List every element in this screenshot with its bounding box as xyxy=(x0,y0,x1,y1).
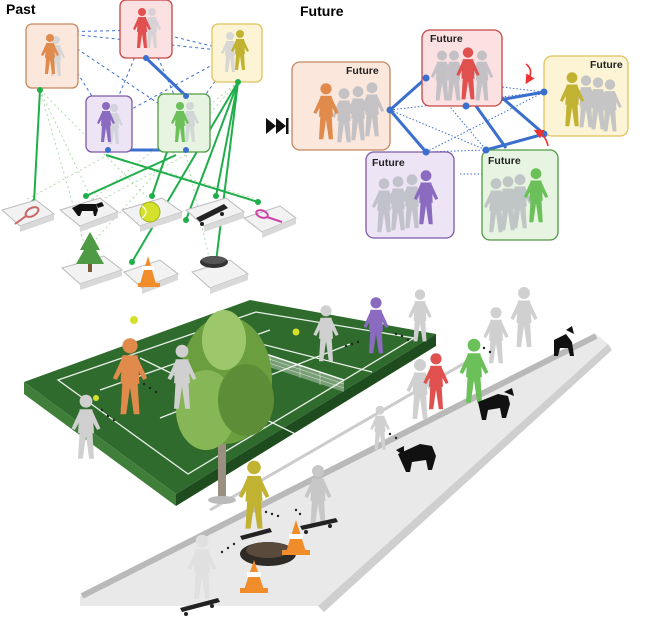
past-person-red xyxy=(119,0,173,59)
skateboard-1 xyxy=(300,518,338,534)
future-person-green: Future xyxy=(481,149,559,241)
past-object-links xyxy=(33,81,259,263)
future-person-purple: Future xyxy=(365,151,455,239)
past-person-orange xyxy=(25,23,79,89)
object-dog xyxy=(58,197,120,232)
object-manhole-cover xyxy=(191,256,250,294)
future-panel: Future Future xyxy=(291,3,629,241)
future-label: Future xyxy=(300,3,344,19)
fast-forward-icon xyxy=(266,118,289,134)
object-tennis-racket-1 xyxy=(0,199,56,232)
dog-1 xyxy=(554,326,574,356)
skateboard-3 xyxy=(240,528,272,540)
future-tag-green: Future xyxy=(488,155,521,167)
trajectory-dots xyxy=(100,332,492,554)
future-person-red: Future xyxy=(421,29,503,107)
traffic-cone-2 xyxy=(240,560,268,593)
future-person-olive: Future xyxy=(543,55,629,137)
traffic-cone-1 xyxy=(282,520,310,555)
tennis-ball-1 xyxy=(130,316,138,324)
future-tag-olive: Future xyxy=(590,59,623,71)
past-person-green xyxy=(157,93,211,153)
past-object-faint-links xyxy=(25,81,261,263)
future-person-orange: Future xyxy=(291,61,391,151)
dog-2 xyxy=(478,388,514,420)
pedestrian-gray-2 xyxy=(510,287,538,347)
tennis-ball-2 xyxy=(292,328,300,336)
tennis-ball-3 xyxy=(93,395,99,401)
red-arrow-icon xyxy=(525,63,535,85)
past-person-olive xyxy=(211,23,263,83)
dog-3 xyxy=(396,444,436,472)
object-tennis-ball xyxy=(120,197,184,232)
future-tag-orange: Future xyxy=(346,65,379,77)
skateboard-2 xyxy=(180,598,220,616)
object-traffic-cone xyxy=(123,256,180,294)
object-tree xyxy=(60,232,124,290)
object-tennis-racket-2 xyxy=(242,205,298,238)
pedestrian-red xyxy=(423,353,449,410)
pedestrian-gray-3 xyxy=(406,359,434,419)
past-person-purple xyxy=(85,95,133,153)
future-tag-red: Future xyxy=(430,33,463,45)
pedestrian-gray-1 xyxy=(483,307,509,364)
past-node-dots xyxy=(105,55,189,153)
future-tag-purple: Future xyxy=(372,157,405,169)
object-skateboard xyxy=(184,197,246,232)
red-arrow-icon-2 xyxy=(533,129,549,147)
past-panel: Past xyxy=(0,0,298,294)
tree xyxy=(176,310,274,504)
scene-3d xyxy=(24,287,612,616)
past-label: Past xyxy=(6,1,36,17)
